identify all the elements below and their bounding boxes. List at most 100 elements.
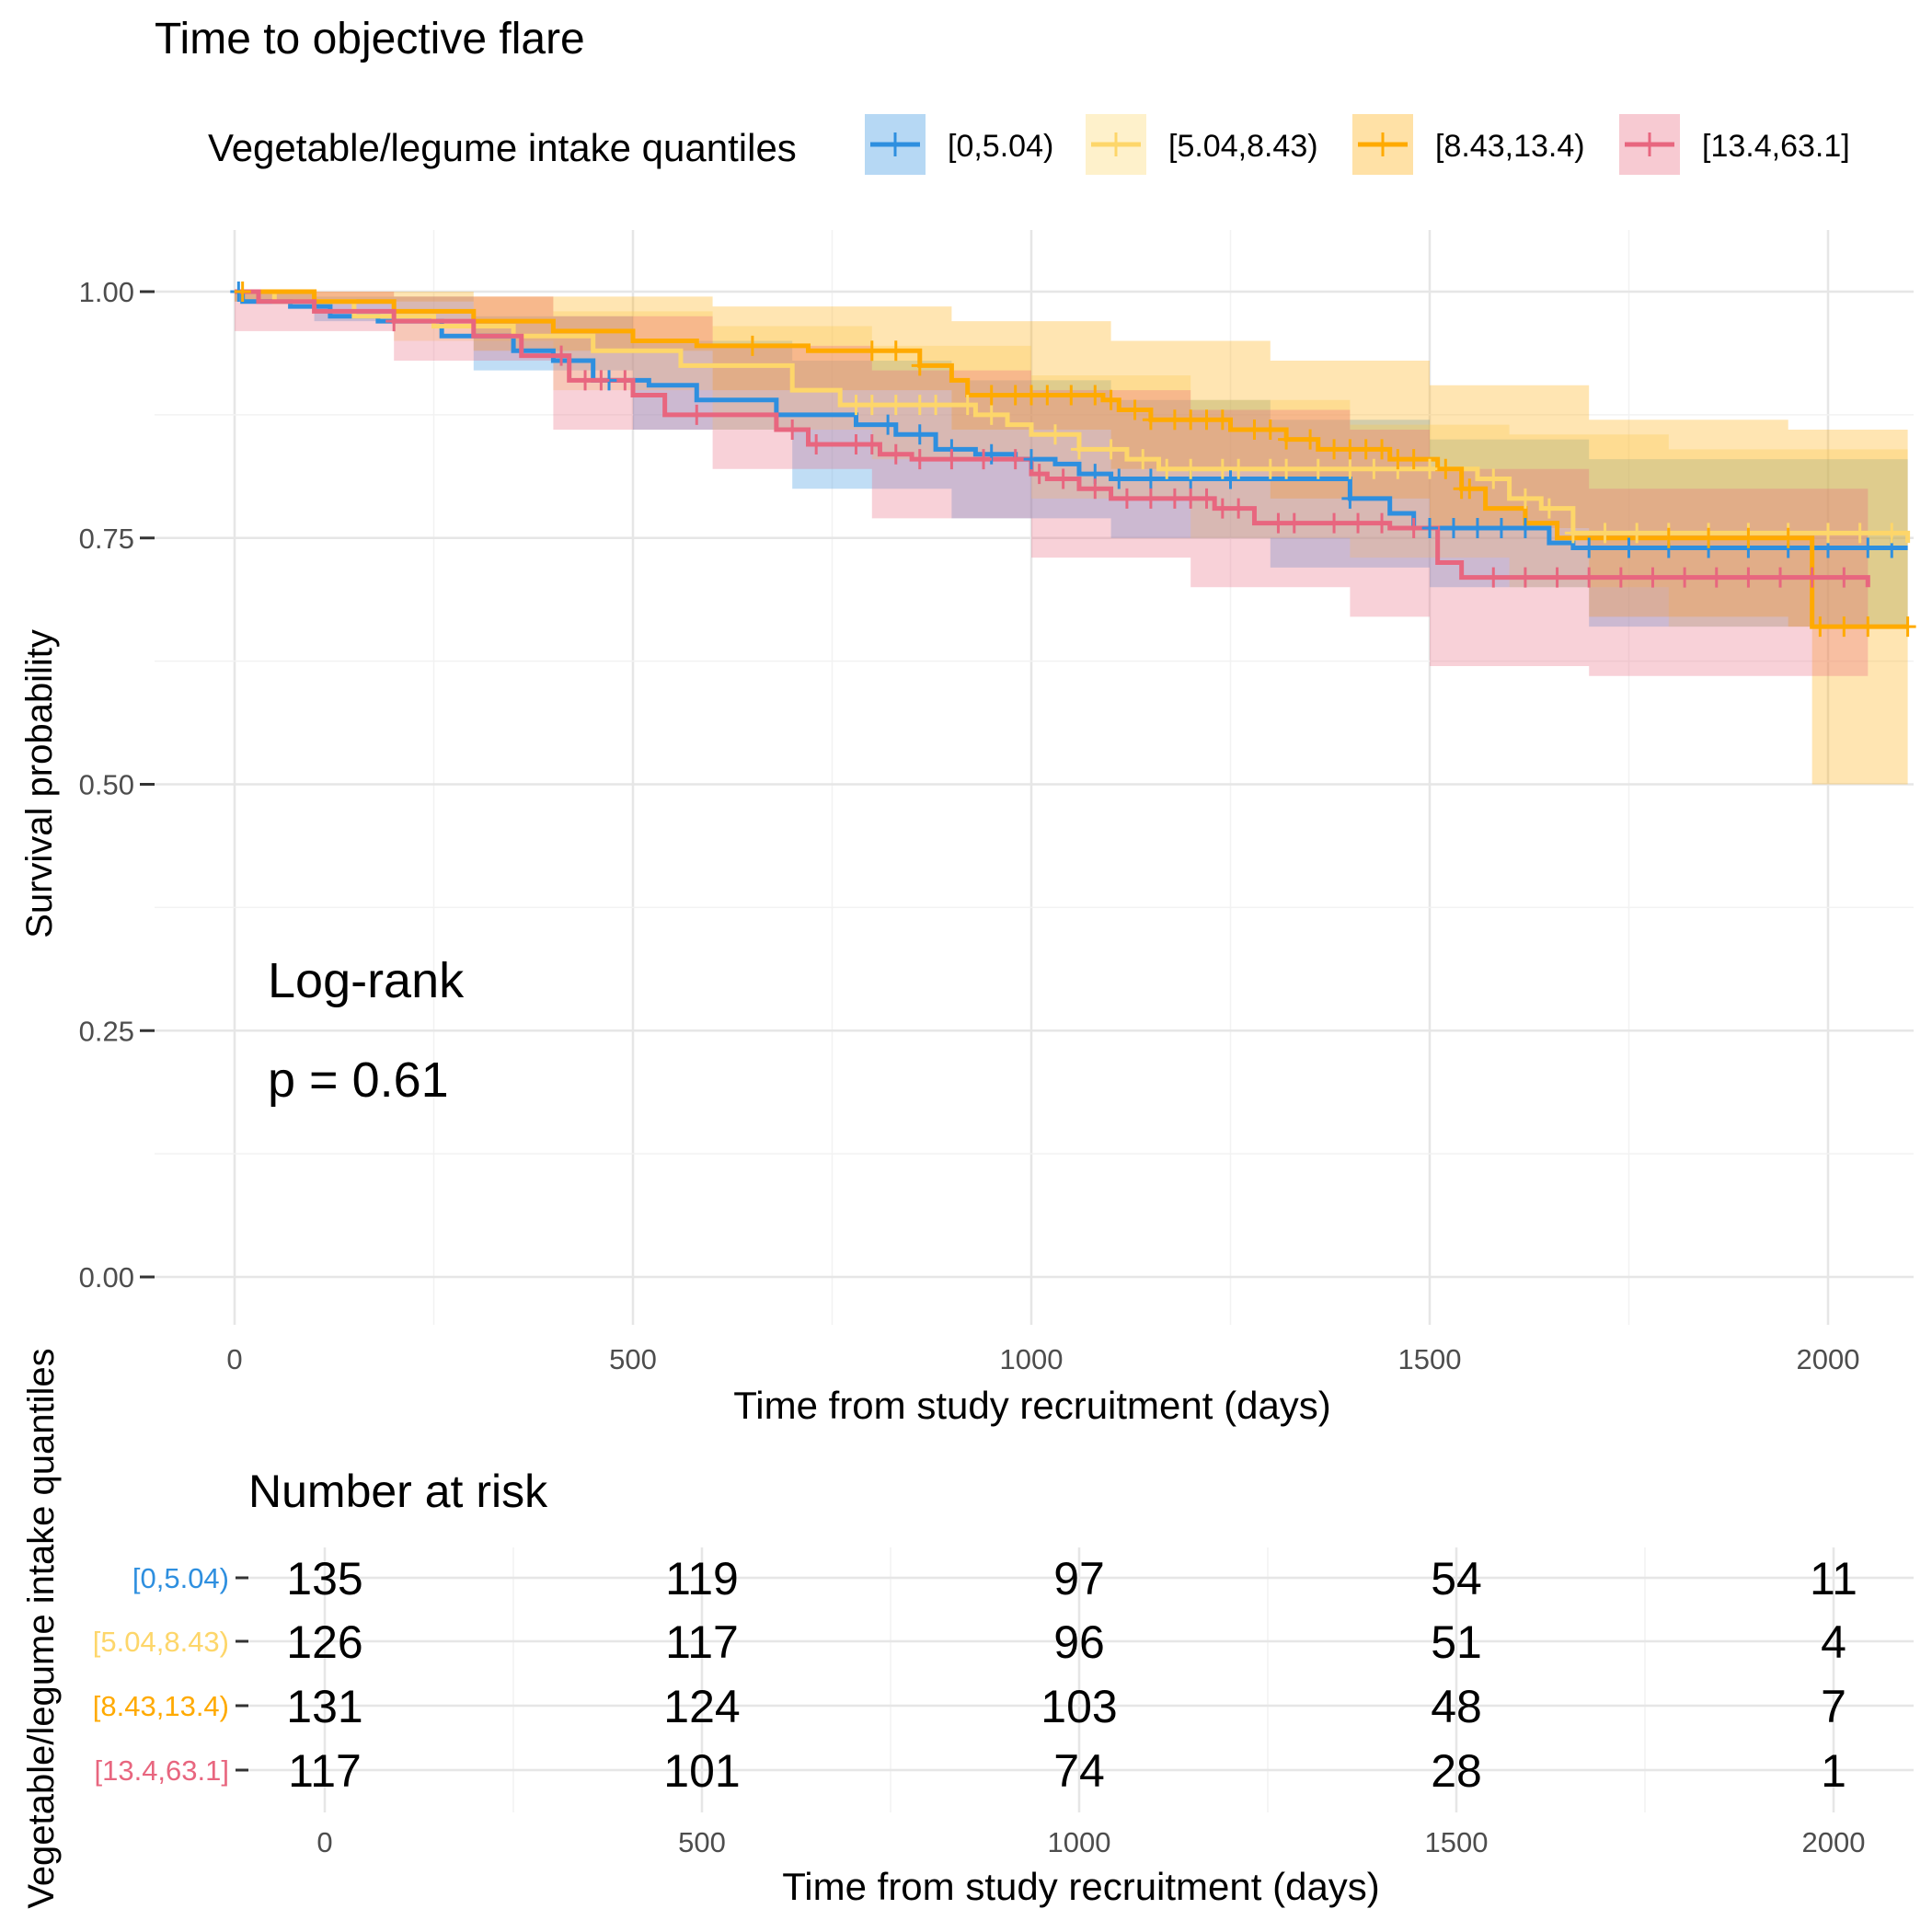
risk-count: 11 bbox=[1810, 1553, 1857, 1604]
censor-mark bbox=[1023, 449, 1040, 470]
censor-mark bbox=[1899, 616, 1916, 638]
censor-mark bbox=[234, 282, 251, 302]
risk-count: 135 bbox=[286, 1553, 362, 1604]
legend-label: [5.04,8.43) bbox=[1168, 129, 1318, 164]
censor-mark bbox=[983, 443, 1000, 465]
censor-mark bbox=[1468, 518, 1486, 539]
survival-plot-panel: 0.00 0.25 0.50 0.75 1.00 0 500 1000 1500 2000 bbox=[79, 230, 1916, 1375]
risk-count: 124 bbox=[663, 1681, 740, 1732]
censor-mark bbox=[743, 335, 761, 356]
censor-mark bbox=[1302, 429, 1319, 450]
ci-band-2 bbox=[235, 292, 1908, 627]
risk-count: 126 bbox=[286, 1616, 362, 1668]
censor-mark bbox=[1421, 458, 1438, 479]
censor-mark bbox=[1421, 518, 1438, 539]
risk-row-4: [13.4,63.1] 117 101 74 28 1 bbox=[94, 1745, 1846, 1797]
y-tick-label: 0.00 bbox=[79, 1261, 134, 1294]
risk-count: 117 bbox=[665, 1616, 739, 1668]
censor-mark bbox=[1485, 468, 1502, 489]
risk-x-tick-label: 500 bbox=[678, 1826, 726, 1858]
censor-mark bbox=[1803, 567, 1821, 588]
censor-mark bbox=[1461, 478, 1478, 500]
censor-mark bbox=[1126, 399, 1144, 420]
censor-mark bbox=[1046, 424, 1064, 445]
censor-mark bbox=[1278, 458, 1295, 479]
censor-mark bbox=[1676, 567, 1694, 588]
censor-mark bbox=[1444, 518, 1462, 539]
censor-mark bbox=[959, 395, 976, 416]
censor-mark bbox=[1134, 449, 1152, 470]
censor-mark bbox=[1516, 488, 1534, 509]
censor-mark bbox=[1039, 385, 1056, 406]
censor-mark bbox=[1182, 488, 1200, 509]
risk-table-title: Number at risk bbox=[248, 1466, 548, 1517]
censor-mark bbox=[1772, 567, 1789, 588]
risk-count: 97 bbox=[1053, 1553, 1105, 1604]
y-tick-label: 0.25 bbox=[79, 1015, 134, 1047]
censor-mark bbox=[1405, 518, 1422, 539]
censor-mark bbox=[1326, 512, 1343, 534]
censor-mark bbox=[880, 414, 897, 435]
censor-mark bbox=[1198, 409, 1215, 431]
censor-mark bbox=[1261, 458, 1279, 479]
censor-mark bbox=[1357, 439, 1374, 460]
legend: Vegetable/legume intake quantiles [0,5.0… bbox=[208, 114, 1850, 175]
censor-mark bbox=[911, 449, 928, 470]
censor-mark bbox=[808, 434, 825, 455]
risk-x-axis-label: Time from study recruitment (days) bbox=[782, 1865, 1380, 1908]
censor-mark bbox=[385, 311, 403, 332]
censor-mark bbox=[1644, 567, 1662, 588]
censor-mark bbox=[975, 449, 993, 470]
censor-mark bbox=[983, 404, 1000, 425]
risk-count: 101 bbox=[663, 1745, 740, 1797]
censor-mark bbox=[1365, 458, 1383, 479]
censor-mark bbox=[1326, 439, 1343, 460]
censor-mark bbox=[1198, 488, 1215, 509]
legend-label: [13.4,63.1] bbox=[1702, 129, 1850, 164]
legend-item-1: [0,5.04) bbox=[865, 114, 1053, 175]
risk-count: 74 bbox=[1053, 1745, 1105, 1797]
censor-mark bbox=[1142, 409, 1159, 431]
censor-mark bbox=[1835, 567, 1853, 588]
censor-mark bbox=[1405, 449, 1422, 470]
censor-mark bbox=[1341, 458, 1359, 479]
risk-row-3: [8.43,13.4) 131 124 103 48 7 bbox=[93, 1681, 1846, 1732]
censor-mark bbox=[1213, 498, 1231, 519]
censor-mark bbox=[911, 395, 928, 416]
risk-x-tick-label: 1500 bbox=[1425, 1826, 1489, 1858]
censor-mark bbox=[1389, 449, 1407, 470]
censor-mark bbox=[1063, 385, 1080, 406]
risk-count: 54 bbox=[1431, 1553, 1482, 1604]
censor-mark bbox=[553, 345, 570, 366]
x-tick-label: 500 bbox=[609, 1343, 657, 1375]
x-tick-label: 0 bbox=[226, 1343, 242, 1375]
y-axis-label: Survival probability bbox=[19, 629, 60, 938]
censor-mark bbox=[1883, 523, 1901, 544]
censor-mark bbox=[983, 385, 1000, 406]
censor-mark bbox=[616, 370, 634, 391]
censor-mark bbox=[1166, 488, 1183, 509]
censor-mark bbox=[1548, 567, 1566, 588]
censor-mark bbox=[1285, 512, 1303, 534]
censor-mark bbox=[1182, 458, 1200, 479]
censor-mark bbox=[1374, 439, 1391, 460]
risk-count: 7 bbox=[1821, 1681, 1846, 1732]
censor-mark bbox=[1485, 567, 1502, 588]
risk-count: 4 bbox=[1821, 1616, 1846, 1668]
censor-mark bbox=[1142, 488, 1159, 509]
risk-row-label: [13.4,63.1] bbox=[94, 1754, 229, 1787]
censor-mark bbox=[1087, 385, 1104, 406]
censor-mark bbox=[577, 370, 594, 391]
risk-count: 117 bbox=[288, 1745, 362, 1797]
ci-band-4 bbox=[235, 292, 1869, 676]
censor-mark bbox=[1779, 527, 1797, 548]
censor-mark bbox=[1811, 616, 1829, 638]
censor-mark bbox=[1516, 567, 1534, 588]
censor-mark bbox=[911, 424, 928, 445]
censor-mark bbox=[1054, 468, 1072, 489]
censor-mark bbox=[1596, 523, 1614, 544]
risk-row-2: [5.04,8.43) 126 117 96 51 4 bbox=[93, 1616, 1846, 1668]
censor-mark bbox=[1213, 458, 1231, 479]
censor-mark bbox=[1564, 523, 1581, 544]
censor-mark bbox=[1341, 488, 1359, 509]
